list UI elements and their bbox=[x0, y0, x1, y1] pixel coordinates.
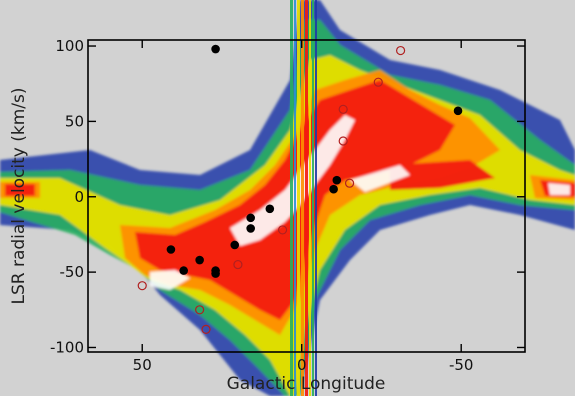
filled-circle-point bbox=[453, 106, 463, 116]
y-axis-label: LSR radial velocity (km/s) bbox=[9, 87, 29, 304]
y-tick-label: 50 bbox=[65, 112, 84, 130]
open-circle-point bbox=[344, 178, 355, 188]
y-tick-label: 100 bbox=[55, 37, 84, 55]
filled-circle-point bbox=[211, 269, 220, 278]
filled-circle-point bbox=[246, 213, 255, 223]
central-streaks bbox=[290, 0, 317, 396]
open-circle-point bbox=[373, 77, 383, 87]
x-tick-label: 50 bbox=[133, 356, 152, 374]
y-tick-label: 0 bbox=[74, 188, 84, 206]
filled-circle-point bbox=[166, 245, 176, 254]
open-circle-point bbox=[137, 281, 147, 291]
filled-circle-point bbox=[246, 224, 255, 233]
filled-circle-point bbox=[179, 266, 188, 275]
filled-circle-point bbox=[211, 44, 220, 54]
filled-circle-point bbox=[195, 255, 204, 265]
filled-circle-point bbox=[265, 204, 275, 214]
open-circle-point bbox=[233, 259, 243, 270]
open-circle-point bbox=[395, 45, 406, 56]
open-circle-point bbox=[338, 104, 348, 114]
filled-circle-point bbox=[230, 240, 240, 250]
open-circle-point bbox=[338, 136, 348, 146]
marker-layer bbox=[137, 44, 463, 334]
filled-circle-point bbox=[332, 175, 342, 185]
axis-ticks bbox=[88, 40, 525, 352]
open-circle-point bbox=[195, 305, 205, 315]
x-tick-label: 0 bbox=[297, 356, 307, 374]
x-tick-label: -50 bbox=[449, 356, 474, 374]
plot-frame bbox=[87, 39, 526, 353]
y-tick-label: -100 bbox=[50, 338, 84, 356]
axis-tick-labels: 50 0 -50 100 50 0 -50 -100 bbox=[50, 37, 474, 374]
open-circle-point bbox=[277, 225, 288, 235]
open-circle-point bbox=[201, 324, 211, 334]
y-tick-label: -50 bbox=[60, 263, 85, 281]
filled-circle-point bbox=[329, 184, 338, 194]
x-axis-label: Galactic Longitude bbox=[227, 374, 386, 394]
